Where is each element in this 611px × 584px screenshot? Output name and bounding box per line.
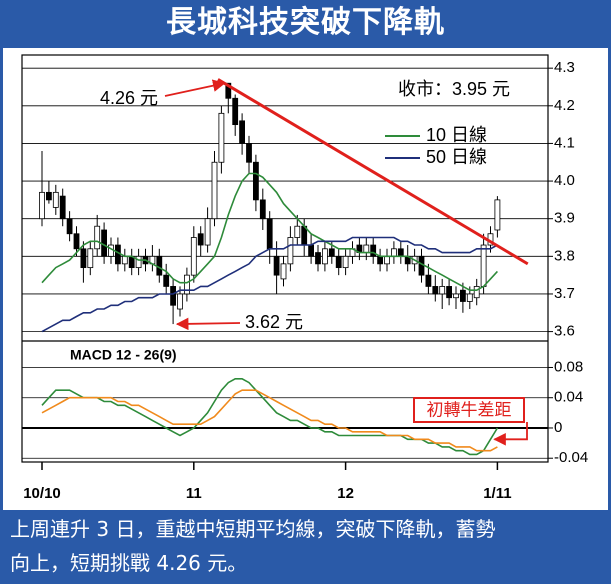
y-tick-label: 3.9 [554, 210, 575, 227]
candle-body [156, 255, 163, 276]
caption: 上周連升 3 日，重越中短期平均線，突破下降軌，蓄勢 向上，短期挑戰 4.26 … [0, 512, 611, 584]
chart: 3.6 3.7 3.8 3.9 4.0 4.1 4.2 4.3 -0.04 0 0.04 0.08 10… [3, 48, 608, 510]
candle-body [87, 248, 94, 269]
y-tick-label: 0 [554, 419, 562, 436]
candle-body [46, 191, 52, 201]
annotation: 4.26 元 [100, 88, 158, 108]
candle-body [59, 195, 66, 220]
y-tick-label: 3.6 [554, 323, 575, 340]
legend-label: 50 日線 [426, 147, 487, 167]
x-tick-label: 11 [186, 485, 202, 502]
candle-body [80, 248, 87, 269]
candle-body [321, 248, 328, 265]
annotation-arrow [493, 422, 528, 446]
candle-body [466, 293, 473, 302]
candle-body [425, 274, 432, 287]
candle-body [121, 255, 128, 265]
caption-line: 上周連升 3 日，重越中短期平均線，突破下降軌，蓄勢 [10, 517, 496, 541]
candle-body [73, 233, 80, 250]
legend-label: 10 日線 [426, 125, 487, 145]
candle-body [308, 244, 315, 257]
candle-body [190, 237, 197, 276]
candle-body [239, 120, 246, 144]
trendline [217, 78, 529, 266]
close-label: 收市：3.95 元 [398, 79, 510, 99]
candle-body [480, 244, 487, 287]
x-tick-label: 1/11 [483, 485, 511, 502]
candle-body [39, 191, 45, 220]
candle-body [115, 244, 121, 265]
x-tick-label: 10/10 [23, 485, 61, 502]
series-line [41, 389, 498, 452]
annotation-box [413, 397, 525, 423]
candle-body [135, 255, 142, 269]
candle-body [246, 143, 252, 163]
plot-layer: 3.6 3.7 3.8 3.9 4.0 4.1 4.2 4.3 -0.04 0 0.04 0.08 10… [22, 59, 588, 502]
candle-body [163, 274, 170, 287]
candle-body [52, 191, 59, 208]
candle-body [459, 289, 466, 302]
candle-body [328, 248, 335, 257]
candle-body [494, 199, 501, 231]
candle-body [204, 218, 211, 246]
candle-body [252, 161, 259, 201]
y-tick-label: 4.3 [554, 59, 575, 76]
annotation-arrow [164, 79, 226, 97]
chart-background [3, 48, 608, 510]
candle-body [335, 255, 342, 269]
y-tick-label: 0.04 [554, 389, 583, 406]
caption-line: 向上，短期挑戰 4.26 元。 [10, 551, 248, 575]
candle-body [377, 255, 384, 265]
panel-title: MACD 12 - 26(9) [70, 347, 177, 363]
candle-body [94, 225, 101, 250]
candle-body [273, 255, 280, 276]
candle-body [197, 233, 204, 246]
y-tick-label: 0.08 [554, 358, 583, 375]
candle-body [363, 244, 370, 253]
candle-body [170, 286, 177, 306]
y-tick-label: 4.0 [554, 172, 575, 189]
candle-body [397, 248, 404, 257]
annotation: 初轉牛差距 [427, 400, 512, 419]
annotation: 3.62 元 [245, 312, 303, 332]
candle-body [225, 82, 232, 99]
candle-body [280, 263, 287, 280]
candle-body [432, 286, 439, 295]
y-tick-label: -0.04 [554, 449, 588, 466]
candle-body [211, 161, 218, 220]
candle-body [370, 244, 377, 257]
y-tick-label: 3.8 [554, 247, 575, 264]
candle-body [259, 199, 266, 220]
y-tick-label: 3.7 [554, 285, 575, 302]
candle-body [294, 225, 301, 238]
candle-body [384, 255, 390, 265]
series-line [41, 236, 498, 333]
candle-body [473, 286, 480, 299]
candle-body [218, 112, 225, 163]
x-tick-label: 12 [337, 485, 354, 502]
candle-body [439, 286, 446, 295]
series-line [41, 172, 498, 291]
candle-body [108, 244, 114, 257]
candle-body [453, 293, 459, 299]
plot-frame [21, 54, 549, 463]
candle-body [177, 293, 183, 310]
title: 長城科技突破下降軌 [166, 5, 445, 40]
candle-body [66, 218, 73, 235]
candle-body [390, 248, 397, 257]
y-tick-label: 4.1 [554, 134, 575, 151]
candle-body [342, 255, 349, 269]
candle-body [315, 252, 321, 265]
candle-body [446, 286, 453, 299]
candle-body [287, 237, 294, 265]
candle-body [232, 97, 239, 126]
annotation-arrow [175, 317, 241, 331]
candle-body [183, 274, 190, 295]
y-tick-label: 4.2 [554, 97, 575, 114]
candle-body [266, 218, 273, 250]
